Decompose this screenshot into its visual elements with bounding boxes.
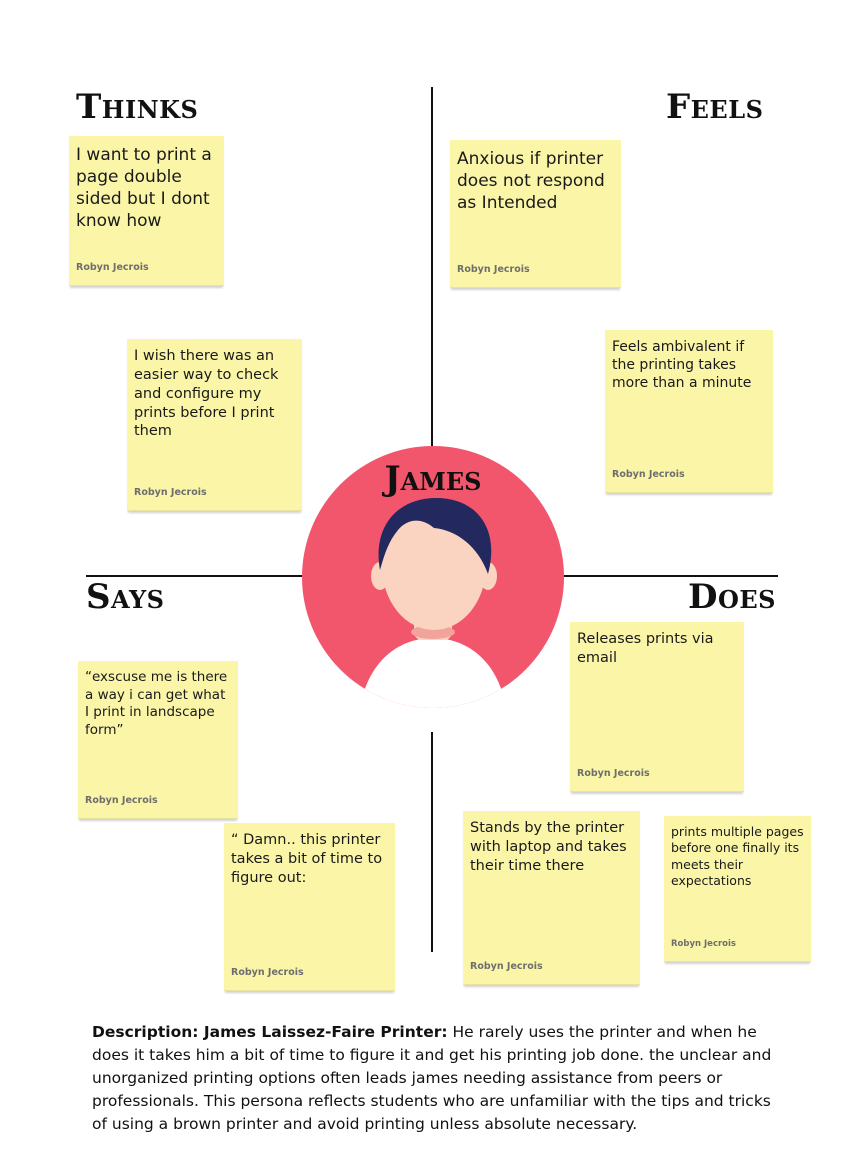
note-text: Stands by the printer with laptop and ta… [470, 820, 627, 874]
persona-name: James [384, 459, 482, 499]
horizontal-axis-left [86, 575, 304, 577]
sticky-note-thinks-1: I want to print a page double sided but … [69, 136, 224, 286]
note-text: I want to print a page double sided but … [76, 145, 212, 232]
note-text: Anxious if printer does not respond as I… [457, 149, 605, 214]
description-body: He rarely uses the printer and when he d… [92, 1023, 772, 1133]
note-author: Robyn Jecrois [577, 768, 650, 779]
quadrant-title-does: Does [688, 577, 777, 617]
note-text: Releases prints via email [577, 631, 714, 666]
sticky-note-feels-2: Feels ambivalent if the printing takes m… [605, 330, 773, 493]
note-text: Feels ambivalent if the printing takes m… [612, 339, 752, 392]
vertical-axis-top [431, 87, 433, 446]
note-author: Robyn Jecrois [470, 961, 543, 972]
note-text: “exscuse me is there a way i can get wha… [85, 669, 228, 738]
note-text: I wish there was an easier way to check … [134, 348, 279, 440]
note-author: Robyn Jecrois [85, 795, 158, 806]
sticky-note-says-1: “exscuse me is there a way i can get wha… [78, 661, 238, 819]
persona-avatar [302, 446, 564, 708]
vertical-axis-bottom [431, 732, 433, 952]
person-icon [360, 498, 506, 708]
sticky-note-does-2: Stands by the printer with laptop and ta… [463, 811, 640, 985]
note-author: Robyn Jecrois [134, 487, 207, 498]
note-text: “ Damn.. this printer takes a bit of tim… [231, 832, 383, 886]
quadrant-title-says: Says [86, 577, 165, 617]
sticky-note-does-1: Releases prints via email Robyn Jecrois [570, 622, 744, 792]
persona-description: Description: James Laissez-Faire Printer… [92, 1021, 782, 1136]
sticky-note-thinks-2: I wish there was an easier way to check … [127, 339, 302, 511]
sticky-note-says-2: “ Damn.. this printer takes a bit of tim… [224, 823, 395, 991]
note-author: Robyn Jecrois [671, 939, 736, 949]
quadrant-title-thinks: Thinks [76, 87, 199, 127]
note-author: Robyn Jecrois [612, 469, 685, 480]
note-author: Robyn Jecrois [457, 264, 530, 275]
sticky-note-feels-1: Anxious if printer does not respond as I… [450, 140, 621, 288]
sticky-note-does-3: prints multiple pages before one finally… [664, 816, 811, 962]
note-author: Robyn Jecrois [231, 967, 304, 978]
quadrant-title-feels: Feels [666, 87, 764, 127]
description-label: Description: James Laissez-Faire Printer… [92, 1023, 448, 1041]
note-text: prints multiple pages before one finally… [671, 824, 804, 888]
horizontal-axis-right [563, 575, 778, 577]
note-author: Robyn Jecrois [76, 262, 149, 273]
